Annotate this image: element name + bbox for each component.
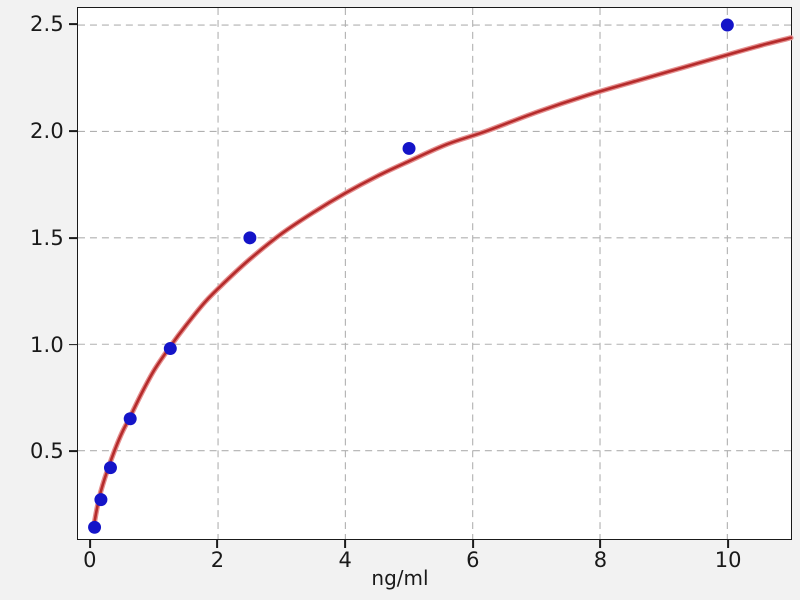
x-axis-label: ng/ml xyxy=(371,566,429,590)
y-tick-mark xyxy=(69,129,77,132)
x-tick-label: 6 xyxy=(466,548,480,572)
y-tick-label: 1.5 xyxy=(30,225,64,250)
y-tick-label: 2.5 xyxy=(30,12,64,37)
x-tick-label: 2 xyxy=(210,548,225,572)
x-tick-label: 0 xyxy=(83,548,97,572)
y-tick-mark xyxy=(69,23,77,25)
data-points-layer xyxy=(88,18,734,534)
y-tick-mark xyxy=(69,236,77,239)
fitted-curve-layer xyxy=(90,35,794,533)
y-tick-label: 1.0 xyxy=(30,332,64,357)
x-tick-mark xyxy=(471,540,474,548)
y-tick-mark xyxy=(69,450,77,453)
plot-area xyxy=(77,7,794,540)
x-tick-mark xyxy=(88,540,91,548)
gridlines xyxy=(78,8,791,539)
x-tick-mark xyxy=(727,540,730,548)
data-point xyxy=(94,493,108,507)
data-point xyxy=(88,520,102,534)
x-tick-label: 4 xyxy=(338,548,352,572)
fitted-curve xyxy=(91,36,793,531)
y-tick-label: 0.5 xyxy=(30,439,64,464)
x-tick-mark xyxy=(216,540,219,548)
x-tick-mark xyxy=(344,540,347,548)
data-point xyxy=(123,412,137,426)
y-tick-label: 2.0 xyxy=(30,118,64,143)
x-tick-mark xyxy=(599,540,602,548)
x-tick-label: 8 xyxy=(593,548,608,572)
y-tick-mark xyxy=(69,343,77,346)
data-point xyxy=(163,342,177,355)
data-point xyxy=(103,461,117,475)
fitted-curve-halo xyxy=(90,35,794,533)
data-point xyxy=(720,18,734,32)
plot-canvas xyxy=(78,8,794,539)
data-point xyxy=(243,231,257,245)
data-point xyxy=(402,141,416,155)
x-tick-label: 10 xyxy=(714,548,742,572)
